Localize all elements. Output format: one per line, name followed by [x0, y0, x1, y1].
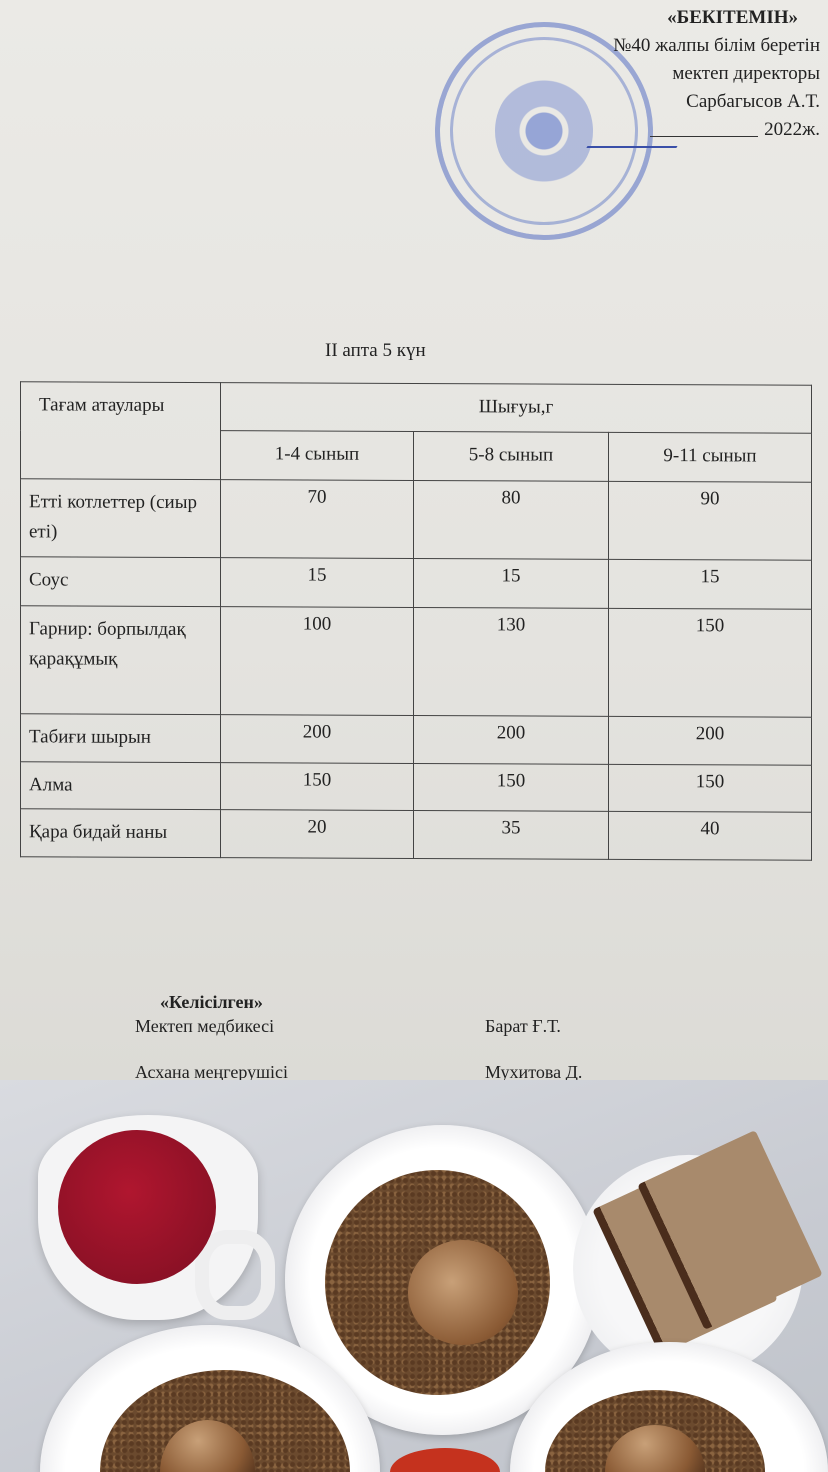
portion-grams: 150: [413, 763, 609, 812]
table-row: Табиғи шырын 200 200 200: [20, 713, 812, 766]
meal-photo: [0, 1080, 828, 1472]
approval-line: Сарбагысов А.Т.: [686, 91, 820, 112]
signature-line: [650, 136, 758, 137]
signer-name: Барат Ғ.Т.: [485, 1016, 561, 1036]
portion-grams: 90: [608, 481, 812, 561]
day-title: II апта 5 күн: [325, 340, 426, 361]
official-stamp: [435, 22, 653, 240]
menu-table: Тағам атаулары Шығуы,г 1-4 сынып 5-8 сын…: [20, 381, 812, 861]
apple: [390, 1448, 500, 1472]
portion-grams: 15: [220, 557, 414, 608]
portion-grams: 200: [220, 714, 414, 764]
portion-grams: 100: [220, 606, 414, 716]
portion-grams: 150: [220, 762, 414, 811]
header-name: Тағам атаулары: [20, 381, 221, 480]
portion-grams: 150: [608, 608, 812, 718]
signer-name: Мухитова Д.: [485, 1062, 583, 1082]
table-row: Соус 15 15 15: [20, 556, 812, 610]
emblem-icon: [495, 77, 593, 185]
portion-grams: 200: [608, 716, 812, 766]
juice: [58, 1130, 216, 1284]
approval-line: №40 жалпы білім беретін: [613, 35, 820, 56]
agreed-block: «Келісілген» Мектеп медбикесі Барат Ғ.Т. …: [135, 990, 615, 1084]
table-row: Гарнир: борпылдақ қарақұмық 100 130 150: [20, 605, 812, 718]
table-row: Қара бидай наны 20 35 40: [20, 808, 812, 861]
signer-role: Мектеп медбикесі: [135, 1016, 275, 1036]
column-header: 9-11 сынып: [608, 432, 812, 483]
signer-role: Асхана меңгерушісі: [135, 1062, 288, 1082]
cutlet: [408, 1240, 518, 1345]
portion-grams: 20: [220, 809, 414, 859]
portion-grams: 70: [220, 479, 414, 559]
food-name: Етті котлеттер (сиыр еті): [20, 478, 221, 558]
portion-grams: 80: [413, 480, 609, 560]
agreed-title: «Келісілген»: [160, 992, 263, 1012]
portion-grams: 15: [608, 559, 812, 610]
approval-date: 2022ж.: [764, 119, 820, 140]
food-name: Гарнир: борпылдақ қарақұмық: [20, 605, 221, 715]
table-row: Алма 150 150 150: [20, 761, 812, 813]
food-name: Алма: [20, 761, 221, 810]
approval-line: мектеп директоры: [672, 63, 820, 84]
portion-grams: 130: [413, 607, 609, 717]
column-header: 1-4 сынып: [220, 430, 414, 481]
approval-title: «БЕКІТЕМІН»: [667, 7, 798, 28]
column-header: 5-8 сынып: [413, 431, 609, 482]
header-output: Шығуы,г: [220, 382, 812, 434]
menu-document: «БЕКІТЕМІН» №40 жалпы білім беретін мект…: [0, 0, 828, 1082]
food-name: Қара бидай наны: [20, 808, 221, 858]
food-name: Табиғи шырын: [20, 713, 221, 763]
portion-grams: 15: [413, 558, 609, 609]
portion-grams: 40: [608, 811, 812, 861]
portion-grams: 150: [608, 764, 812, 813]
portion-grams: 35: [413, 810, 609, 860]
portion-grams: 200: [413, 715, 609, 765]
mug-handle: [195, 1230, 275, 1320]
table-row: Етті котлеттер (сиыр еті) 70 80 90: [20, 478, 812, 561]
food-name: Соус: [20, 556, 221, 607]
approval-block: «БЕКІТЕМІН» №40 жалпы білім беретін мект…: [613, 4, 820, 144]
